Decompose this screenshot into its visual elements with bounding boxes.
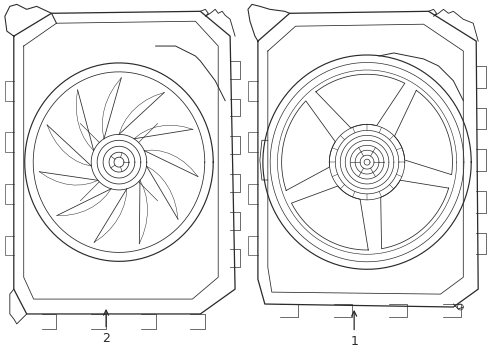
Text: 1: 1 [350, 311, 358, 348]
Text: 2: 2 [102, 310, 110, 345]
